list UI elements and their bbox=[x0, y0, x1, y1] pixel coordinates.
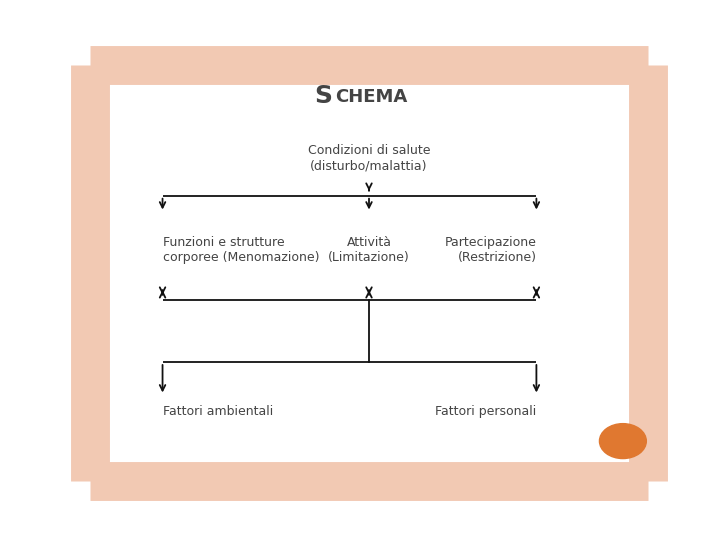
Text: CHEMA: CHEMA bbox=[336, 88, 408, 106]
Text: Condizioni di salute
(disturbo/malattia): Condizioni di salute (disturbo/malattia) bbox=[307, 144, 431, 172]
Text: Funzioni e strutture
corporee (Menomazione): Funzioni e strutture corporee (Menomazio… bbox=[163, 236, 319, 264]
Text: Fattori personali: Fattori personali bbox=[435, 406, 536, 419]
Text: Attività
(Limitazione): Attività (Limitazione) bbox=[328, 236, 410, 264]
Text: S: S bbox=[315, 84, 333, 108]
Text: Fattori ambientali: Fattori ambientali bbox=[163, 406, 273, 419]
Circle shape bbox=[600, 424, 647, 458]
Text: Partecipazione
(Restrizione): Partecipazione (Restrizione) bbox=[444, 236, 536, 264]
